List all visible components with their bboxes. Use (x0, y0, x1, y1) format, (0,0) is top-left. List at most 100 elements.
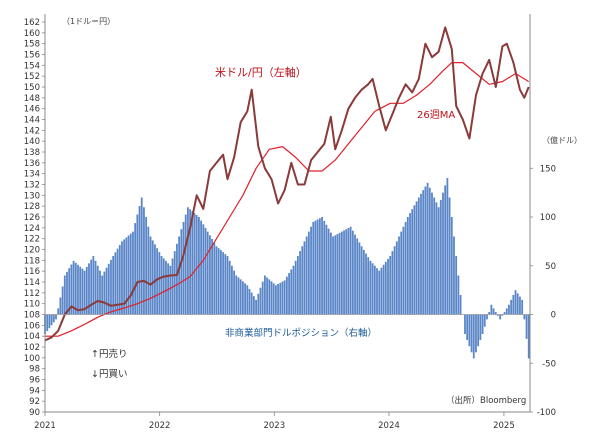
position-bar (241, 281, 244, 315)
position-bar (316, 219, 319, 315)
position-bar (193, 213, 196, 315)
position-bar (426, 182, 429, 315)
left-tick-label: 152 (24, 72, 40, 82)
position-bar (195, 215, 198, 315)
position-bar (79, 266, 82, 315)
position-bar (123, 239, 126, 315)
position-bar (356, 238, 359, 315)
position-bar (439, 199, 442, 315)
position-bar (475, 314, 477, 353)
position-bar (147, 226, 150, 315)
position-bar (180, 229, 183, 315)
position-bar (118, 245, 121, 315)
position-bar (508, 304, 510, 315)
left-tick-label: 148 (24, 94, 40, 104)
position-bar (360, 246, 363, 315)
position-bar (162, 258, 165, 315)
position-bar (466, 314, 469, 341)
position-bar (255, 299, 257, 315)
position-bar (481, 314, 484, 334)
position-bar (387, 258, 389, 315)
position-bar (57, 308, 60, 315)
position-bar (457, 275, 460, 315)
position-bar (233, 270, 236, 315)
position-bar (435, 202, 438, 315)
position-bar (516, 293, 519, 315)
left-tick-label: 104 (24, 332, 40, 342)
right-tick-label: 0 (551, 311, 556, 321)
position-bar (325, 224, 328, 315)
position-bar (505, 308, 508, 315)
position-bar (48, 314, 51, 329)
position-bar (523, 314, 526, 320)
position-bar (424, 186, 427, 315)
position-bar (413, 205, 416, 315)
position-bar (211, 238, 214, 315)
position-bar (173, 251, 176, 315)
position-bar (301, 246, 304, 315)
position-bar (235, 275, 238, 315)
left-tick-label: 112 (24, 289, 40, 299)
position-bar (398, 236, 400, 315)
position-bar (404, 221, 407, 315)
left-tick-label: 120 (24, 246, 40, 256)
left-tick-label: 106 (24, 321, 40, 331)
position-bar (252, 296, 255, 315)
position-bar (323, 220, 326, 315)
left-tick-label: 96 (29, 376, 40, 386)
position-bar (349, 226, 352, 315)
position-bar (213, 242, 216, 315)
yen-buy-label: ↓円買い (91, 369, 127, 380)
position-bar (103, 271, 106, 315)
left-tick-label: 142 (24, 126, 40, 136)
left-tick-label: 160 (24, 29, 40, 39)
position-bar (125, 237, 128, 315)
position-bar (527, 314, 530, 359)
position-bar (66, 271, 68, 315)
position-bar (46, 314, 49, 332)
position-bar (112, 256, 115, 315)
position-bar (215, 246, 218, 315)
position-bar (486, 314, 488, 320)
position-bar (217, 248, 220, 315)
position-bar (470, 314, 473, 353)
position-bar (347, 227, 350, 315)
position-bar (160, 256, 163, 315)
position-bar (283, 280, 286, 315)
position-bar (455, 256, 458, 315)
right-axis-label: （億ドル） (542, 135, 582, 145)
position-bar (220, 250, 222, 315)
position-bar (409, 213, 411, 315)
position-bar (492, 308, 495, 315)
position-bar (209, 235, 211, 315)
yen-sell-label: ↑円売り (91, 348, 127, 360)
position-bar (490, 304, 493, 315)
position-bar (182, 221, 185, 315)
left-tick-label: 156 (24, 51, 40, 61)
position-bar (371, 263, 374, 315)
position-bar (116, 248, 119, 315)
position-bar (274, 285, 277, 315)
position-bar (510, 299, 513, 315)
position-bar (224, 254, 227, 315)
position-bar (365, 253, 367, 315)
position-bar (68, 268, 71, 315)
left-tick-label: 154 (24, 61, 40, 71)
position-bar (417, 197, 420, 315)
ma-label: 26週MA (417, 109, 455, 121)
position-bar (156, 248, 159, 315)
left-tick-label: 90 (29, 408, 40, 418)
position-bar (140, 197, 143, 315)
position-bar (433, 197, 436, 315)
position-bar (354, 234, 356, 315)
left-axis-label: （1ドル＝円） (62, 17, 115, 26)
position-bar (206, 231, 209, 315)
position-bar (138, 206, 141, 315)
position-bar (453, 236, 455, 315)
x-tick-label: 2021 (34, 421, 56, 431)
position-bars (44, 178, 530, 359)
position-bar (294, 260, 297, 315)
position-bar (70, 264, 73, 315)
position-bar (105, 267, 108, 315)
position-bar (222, 252, 225, 315)
